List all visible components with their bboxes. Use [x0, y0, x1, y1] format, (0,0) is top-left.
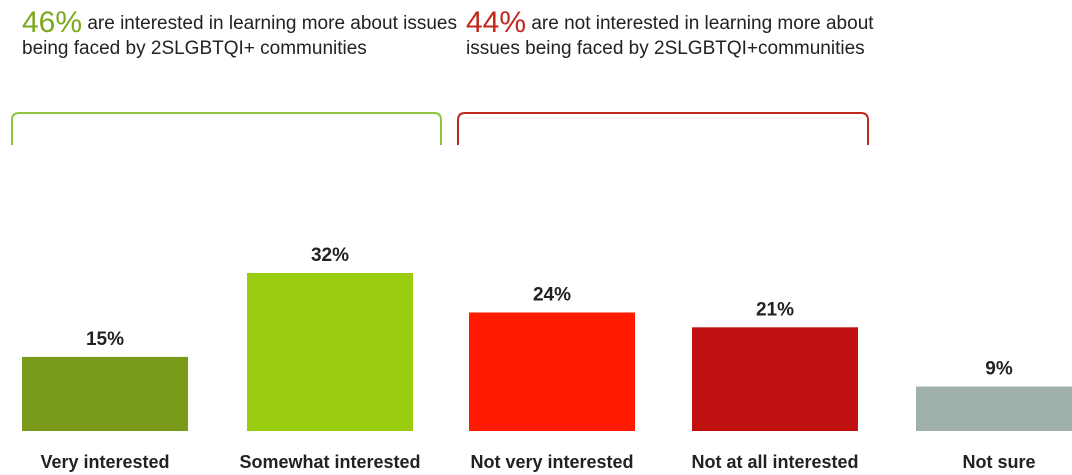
interested-summary: 46% are interested in learning more abou…	[22, 8, 462, 61]
category-label-2: Not very interested	[470, 452, 633, 472]
not-interested-bracket	[457, 112, 869, 145]
value-label-2: 24%	[533, 285, 571, 306]
category-label-0: Very interested	[40, 452, 169, 472]
bar-2	[469, 312, 635, 431]
bar-1	[247, 273, 413, 431]
value-label-3: 21%	[756, 299, 794, 320]
interested-bracket	[11, 112, 442, 145]
interested-percent: 46%	[22, 6, 83, 39]
category-label-4: Not sure	[962, 452, 1035, 472]
not-interested-percent: 44%	[466, 6, 527, 39]
value-label-1: 32%	[311, 245, 349, 266]
bar-4	[916, 386, 1072, 431]
value-label-4: 9%	[985, 359, 1013, 380]
not-interested-summary: 44% are not interested in learning more …	[466, 8, 886, 61]
value-label-0: 15%	[86, 329, 124, 350]
interested-text: are interested in learning more about is…	[22, 13, 457, 59]
bar-3	[692, 327, 858, 431]
category-label-1: Somewhat interested	[239, 452, 420, 472]
category-label-3: Not at all interested	[691, 452, 858, 472]
bar-0	[22, 356, 188, 431]
not-interested-text: are not interested in learning more abou…	[466, 13, 874, 59]
